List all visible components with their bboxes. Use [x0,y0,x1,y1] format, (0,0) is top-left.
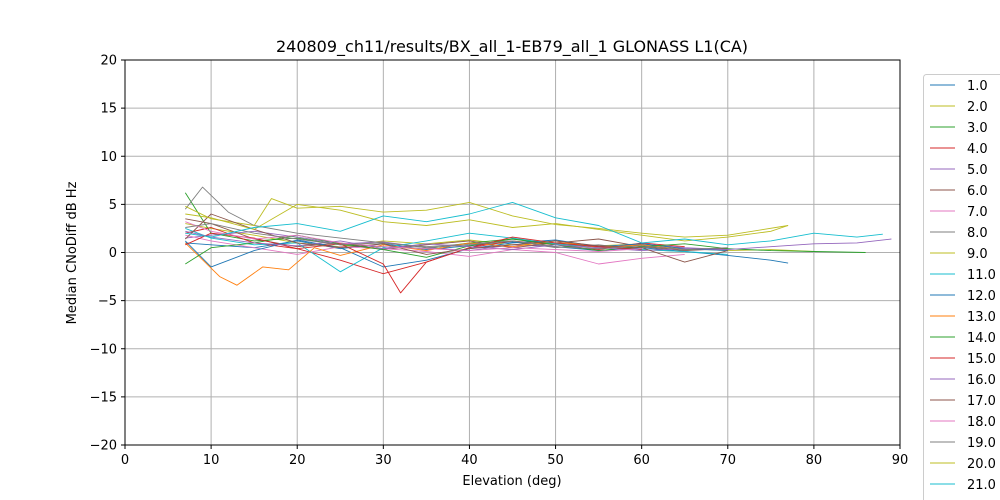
legend-entry: 20.0 [967,457,996,472]
series-line-17-0 [184,213,728,263]
series-line-18-0 [185,221,642,252]
x-tick-label: 30 [375,453,392,468]
series-line-20-0 [185,203,789,242]
chart-title: 240809_ch11/results/BX_all_1-EB79_all_1 … [276,37,748,57]
x-tick-label: 50 [547,453,564,468]
legend-entry: 16.0 [967,373,996,388]
x-axis-label: Elevation (deg) [462,474,561,489]
legend-entry: 9.0 [967,247,988,262]
legend-entry: 4.0 [967,142,988,157]
series-line-15-0 [185,232,642,294]
legend-entry: 14.0 [967,331,996,346]
y-axis: −20 −15 −10 −5 0 5 10 15 20 [90,54,125,454]
legend-box [923,74,1000,500]
legend-entry: 21.0 [967,478,996,493]
legend-entry: 15.0 [967,352,996,367]
y-tick-label: 0 [109,246,117,261]
legend-entry: 1.0 [967,79,988,94]
grid [124,59,901,446]
legend-entry: 2.0 [967,100,988,115]
legend-entry: 11.0 [967,268,996,283]
y-tick-label: −10 [90,342,117,357]
legend-entry: 5.0 [967,163,988,178]
y-tick-label: −5 [98,294,117,309]
y-tick-label: 5 [109,198,117,213]
legend-entry: 8.0 [967,226,988,241]
legend-entry: 12.0 [967,289,996,304]
y-tick-label: −20 [90,439,117,454]
y-tick-label: 10 [100,150,117,165]
series-group [184,186,892,294]
series-line-16-0 [185,230,892,252]
legend-entry: 13.0 [967,310,996,325]
series-line-21-0 [185,201,883,246]
x-tick-label: 0 [121,453,129,468]
y-tick-label: 15 [100,102,117,117]
x-tick-label: 40 [461,453,478,468]
legend-entry: 3.0 [967,121,988,136]
series-line-9-0 [185,198,789,238]
y-tick-label: 20 [100,54,117,69]
x-tick-label: 90 [892,453,909,468]
legend-entry: 17.0 [967,394,996,409]
x-tick-label: 20 [289,453,306,468]
x-tick-label: 80 [806,453,823,468]
x-tick-label: 70 [720,453,737,468]
series-line-19-0 [185,223,728,251]
legend-entry: 6.0 [967,184,988,199]
x-tick-label: 10 [203,453,220,468]
legend-entry: 18.0 [967,415,996,430]
x-axis: 0 10 20 30 40 50 60 70 80 90 [121,445,908,468]
legend: 1.0 2.0 3.0 4.0 5.0 6.0 7.0 8.0 9.0 11.0 12.0 13.0 1… [923,74,1000,500]
y-tick-label: −15 [90,390,117,405]
series-line-7-0 [185,234,685,265]
x-tick-label: 60 [633,453,650,468]
legend-entry: 7.0 [967,205,988,220]
legend-entry: 19.0 [967,436,996,451]
y-axis-label: Median CNoDiff dB Hz [65,181,80,324]
